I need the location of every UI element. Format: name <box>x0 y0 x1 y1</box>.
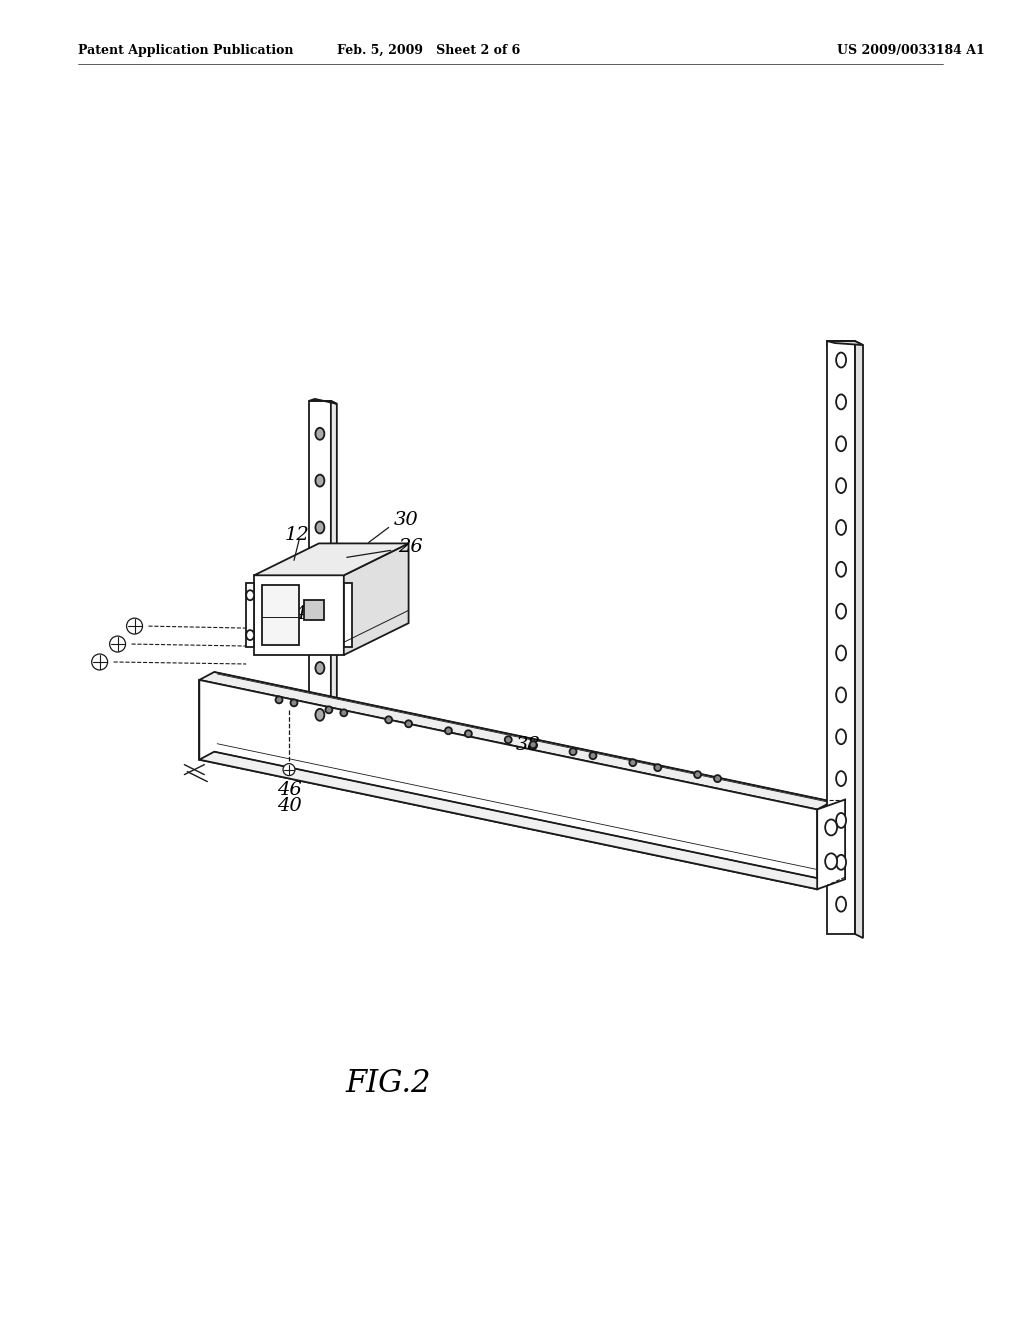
Ellipse shape <box>837 813 846 828</box>
Ellipse shape <box>340 709 347 717</box>
Ellipse shape <box>569 748 577 755</box>
Text: 38: 38 <box>516 735 541 754</box>
Ellipse shape <box>837 855 846 870</box>
Ellipse shape <box>315 615 325 627</box>
Text: FIG.2: FIG.2 <box>346 1068 431 1100</box>
Text: Patent Application Publication: Patent Application Publication <box>78 44 293 57</box>
Ellipse shape <box>654 764 662 771</box>
Ellipse shape <box>283 764 295 776</box>
Polygon shape <box>344 544 409 655</box>
Ellipse shape <box>110 636 126 652</box>
Ellipse shape <box>837 688 846 702</box>
Polygon shape <box>254 576 344 655</box>
Ellipse shape <box>275 697 283 704</box>
Ellipse shape <box>837 771 846 787</box>
Polygon shape <box>817 800 845 890</box>
Polygon shape <box>827 341 863 345</box>
Ellipse shape <box>385 717 392 723</box>
Ellipse shape <box>837 645 846 660</box>
Polygon shape <box>304 601 324 620</box>
Text: 24: 24 <box>282 605 306 623</box>
Ellipse shape <box>590 752 596 759</box>
Ellipse shape <box>465 730 472 738</box>
Ellipse shape <box>92 653 108 671</box>
Ellipse shape <box>837 729 846 744</box>
Text: 46: 46 <box>276 780 301 799</box>
Polygon shape <box>200 751 833 890</box>
Ellipse shape <box>837 520 846 535</box>
Polygon shape <box>309 399 337 404</box>
Ellipse shape <box>837 478 846 494</box>
Text: 12: 12 <box>285 527 309 544</box>
Text: US 2009/0033184 A1: US 2009/0033184 A1 <box>838 44 985 57</box>
Text: 30: 30 <box>394 511 419 529</box>
Ellipse shape <box>837 395 846 409</box>
Ellipse shape <box>837 896 846 912</box>
Ellipse shape <box>246 590 254 601</box>
Ellipse shape <box>825 853 838 870</box>
Polygon shape <box>855 341 863 939</box>
Ellipse shape <box>315 428 325 440</box>
Polygon shape <box>331 401 337 768</box>
Polygon shape <box>827 341 855 935</box>
Ellipse shape <box>529 742 537 748</box>
Ellipse shape <box>714 775 721 781</box>
Ellipse shape <box>505 737 512 743</box>
Polygon shape <box>200 672 833 809</box>
Ellipse shape <box>406 721 412 727</box>
Ellipse shape <box>630 759 636 766</box>
Text: 40: 40 <box>276 797 301 816</box>
Ellipse shape <box>315 709 325 721</box>
Polygon shape <box>262 585 299 645</box>
Ellipse shape <box>315 663 325 675</box>
Polygon shape <box>200 680 817 890</box>
Ellipse shape <box>837 603 846 619</box>
Ellipse shape <box>315 475 325 487</box>
Ellipse shape <box>315 521 325 533</box>
Ellipse shape <box>837 437 846 451</box>
Text: Feb. 5, 2009   Sheet 2 of 6: Feb. 5, 2009 Sheet 2 of 6 <box>337 44 520 57</box>
Ellipse shape <box>291 700 298 706</box>
Polygon shape <box>309 401 331 764</box>
Polygon shape <box>344 583 352 647</box>
Polygon shape <box>254 544 409 576</box>
Ellipse shape <box>694 771 701 777</box>
Ellipse shape <box>246 630 254 640</box>
Ellipse shape <box>326 706 333 713</box>
Ellipse shape <box>445 727 452 734</box>
Text: 26: 26 <box>398 539 423 557</box>
Ellipse shape <box>127 618 142 634</box>
Ellipse shape <box>837 352 846 367</box>
Ellipse shape <box>315 569 325 581</box>
Polygon shape <box>246 583 254 647</box>
Ellipse shape <box>837 562 846 577</box>
Ellipse shape <box>825 820 838 836</box>
